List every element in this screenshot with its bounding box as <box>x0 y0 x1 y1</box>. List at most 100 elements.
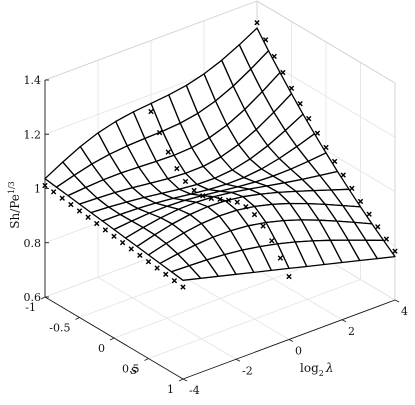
y-tick-mark <box>394 299 400 303</box>
data-marker-stroke <box>340 172 346 178</box>
data-marker <box>262 37 269 43</box>
y-axis-label: log2 λ <box>300 361 333 378</box>
data-marker <box>154 265 160 271</box>
data-marker <box>331 158 338 165</box>
y-tick-mark <box>182 378 188 382</box>
data-marker-stroke <box>297 100 303 107</box>
y-tick-mark <box>235 358 241 362</box>
y-tick-label: -2 <box>242 364 253 377</box>
y-tick-mark <box>288 339 294 342</box>
data-marker-stroke <box>357 198 364 205</box>
y-tick-label: 0 <box>295 345 302 358</box>
data-marker-stroke <box>277 255 284 261</box>
y-tick-label: -4 <box>189 384 200 397</box>
data-marker-stroke <box>165 149 171 155</box>
z-tick-label: 1 <box>34 183 41 196</box>
data-marker-stroke <box>375 224 381 230</box>
data-marker-stroke <box>137 252 143 259</box>
data-marker <box>182 178 189 185</box>
data-marker <box>180 284 186 290</box>
data-marker-stroke <box>323 144 329 151</box>
data-marker-stroke <box>111 233 117 239</box>
y-tick-mark <box>341 319 347 323</box>
data-marker-stroke <box>392 248 398 254</box>
z-tick-label: 0.8 <box>24 237 42 250</box>
surface-layer <box>44 27 396 281</box>
data-marker <box>217 196 223 203</box>
data-marker <box>68 201 74 208</box>
z-axis-label: Sh/Pe1/3 <box>7 181 22 229</box>
data-marker <box>59 195 65 201</box>
data-marker <box>251 211 258 218</box>
data-marker-stroke <box>217 196 223 203</box>
data-marker-stroke <box>59 195 65 201</box>
x-tick-mark <box>178 378 184 382</box>
data-marker <box>375 224 381 230</box>
data-marker-stroke <box>148 108 154 115</box>
data-marker-stroke <box>314 130 321 136</box>
data-marker <box>392 248 398 254</box>
data-marker <box>148 108 154 115</box>
surface-patch <box>170 265 202 281</box>
data-marker <box>288 85 295 92</box>
data-marker-stroke <box>331 158 338 165</box>
data-marker <box>111 233 117 239</box>
data-marker-stroke <box>128 246 134 252</box>
data-marker-stroke <box>68 201 74 208</box>
data-marker-stroke <box>366 211 372 217</box>
data-marker-stroke <box>182 178 189 185</box>
data-marker <box>357 198 364 205</box>
data-marker <box>137 252 143 259</box>
data-marker-stroke <box>243 204 249 210</box>
box-edge <box>44 0 396 84</box>
data-marker <box>171 278 178 284</box>
data-marker <box>297 100 303 107</box>
data-marker <box>323 144 329 151</box>
data-marker <box>286 273 292 280</box>
data-marker <box>234 199 240 205</box>
x-axis-label: s <box>131 363 138 378</box>
data-marker-stroke <box>383 236 390 242</box>
data-marker-stroke <box>76 208 83 214</box>
data-marker <box>191 187 197 194</box>
data-marker-stroke <box>154 265 160 271</box>
data-marker-stroke <box>251 211 258 218</box>
data-marker <box>269 238 275 244</box>
data-marker <box>94 220 100 227</box>
data-marker-stroke <box>225 197 232 203</box>
data-marker-stroke <box>191 187 197 194</box>
data-marker-stroke <box>180 284 186 290</box>
data-marker-stroke <box>208 195 215 202</box>
data-marker <box>383 236 390 242</box>
data-marker <box>156 129 163 136</box>
data-marker <box>225 197 232 203</box>
data-marker <box>50 189 57 195</box>
data-marker-stroke <box>94 220 100 227</box>
data-marker <box>306 115 312 122</box>
data-marker <box>366 211 372 217</box>
data-marker-stroke <box>156 129 163 136</box>
data-marker <box>280 69 286 76</box>
floor-grid-line <box>97 276 237 360</box>
z-tick-label: 1.4 <box>24 74 42 87</box>
data-marker <box>314 130 321 136</box>
x-tick-mark <box>109 337 115 341</box>
data-marker-stroke <box>286 273 292 280</box>
y-tick-label: 4 <box>401 305 408 318</box>
x-tick-mark <box>144 358 149 361</box>
data-marker <box>200 193 206 199</box>
x-tick-mark <box>40 296 46 300</box>
data-marker <box>254 20 260 26</box>
data-marker <box>260 223 266 229</box>
data-marker <box>174 165 180 172</box>
axis-layer: -1 -0.5 0 0.5 1 -4 -2 0 2 4 0.6 0.8 1 1.2 1.4 <box>24 74 409 397</box>
data-marker-stroke <box>171 278 178 284</box>
data-marker-stroke <box>254 20 260 26</box>
data-marker <box>102 227 109 233</box>
data-marker-stroke <box>119 239 126 246</box>
data-marker-stroke <box>260 223 266 229</box>
data-marker-stroke <box>280 69 286 76</box>
data-marker-stroke <box>262 37 269 43</box>
